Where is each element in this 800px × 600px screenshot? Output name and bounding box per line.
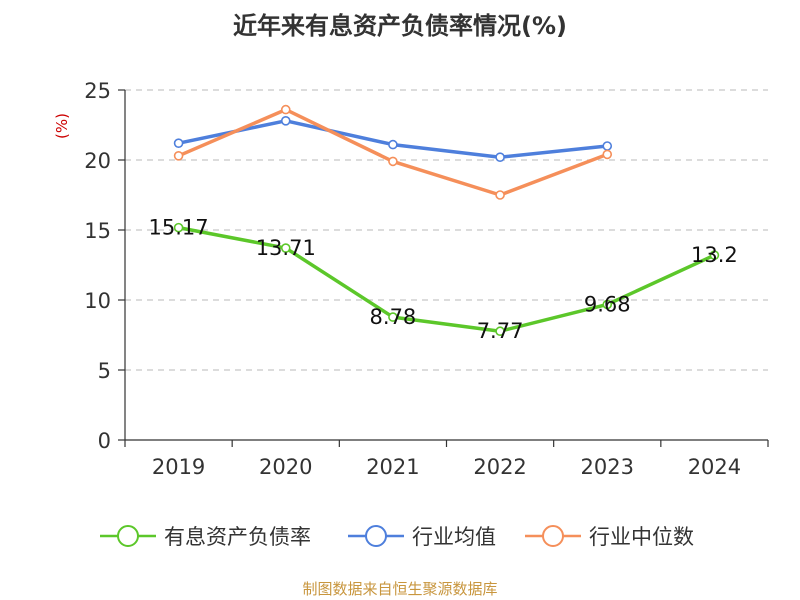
series-line: [178, 225, 716, 333]
source-note: 制图数据来自恒生聚源数据库: [302, 580, 498, 598]
legend-item-2: 行业中位数: [525, 525, 694, 549]
grid-lines: [125, 89, 768, 371]
data-label: 7.77: [477, 319, 524, 343]
x-tick-label: 2024: [688, 455, 741, 479]
data-point: [173, 138, 184, 148]
legend-marker: [365, 525, 387, 547]
data-label: 15.17: [149, 216, 209, 240]
legend-marker: [542, 525, 564, 547]
legend: 有息资产负债率 行业均值 行业中位数: [100, 525, 694, 549]
legend-label: 行业均值: [412, 525, 496, 549]
data-point: [173, 151, 184, 161]
legend-marker: [117, 525, 139, 547]
data-point: [709, 250, 720, 260]
data-point: [388, 312, 398, 322]
series-0: 15.17 13.71 8.78 7.77 9.68 13.2: [149, 216, 738, 344]
data-point: [388, 156, 398, 167]
x-tick-label: 2020: [259, 455, 312, 479]
data-point: [495, 152, 505, 162]
series-1: [173, 116, 613, 162]
data-point: [602, 149, 613, 160]
data-point: [495, 326, 505, 337]
data-label: 8.78: [370, 305, 417, 329]
y-axis-label: (%): [53, 113, 71, 139]
data-point: [602, 141, 613, 151]
legend-label: 有息资产负债率: [164, 525, 311, 549]
y-tick-label: 5: [98, 359, 111, 383]
data-point: [280, 116, 291, 126]
data-point: [388, 139, 398, 150]
y-tick-label: 20: [84, 149, 111, 173]
x-tick-label: 2023: [581, 455, 634, 479]
series-2: [173, 104, 613, 200]
data-label: 13.2: [691, 243, 738, 267]
x-tick-label: 2021: [366, 455, 419, 479]
data-point: [173, 222, 184, 233]
x-tick-label: 2019: [152, 455, 205, 479]
data-point: [280, 243, 291, 253]
legend-item-0: 有息资产负债率: [100, 525, 311, 549]
x-tick-label: 2022: [473, 455, 526, 479]
chart-title: 近年来有息资产负债率情况(%): [233, 12, 567, 40]
data-label: 9.68: [584, 292, 631, 316]
legend-item-1: 行业均值: [348, 525, 496, 549]
data-point: [280, 104, 291, 115]
axes: 0 5 10 15 20 25 (%) 2019 2020 2021 2022 2023 2024: [53, 79, 769, 479]
y-tick-label: 15: [84, 219, 111, 243]
series-layer: 15.17 13.71 8.78 7.77 9.68 13.2: [149, 104, 738, 344]
legend-label: 行业中位数: [589, 525, 694, 549]
data-point: [602, 299, 613, 310]
data-label: 13.71: [256, 236, 316, 260]
y-tick-label: 10: [84, 289, 111, 313]
data-point: [495, 190, 505, 200]
y-tick-label: 25: [84, 79, 111, 103]
y-tick-label: 0: [98, 429, 111, 453]
